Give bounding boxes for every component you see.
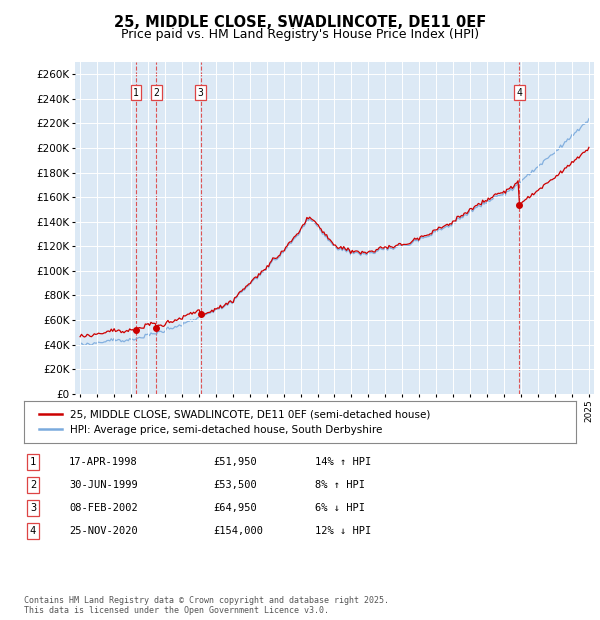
Text: £51,950: £51,950	[213, 457, 257, 467]
Text: Price paid vs. HM Land Registry's House Price Index (HPI): Price paid vs. HM Land Registry's House …	[121, 29, 479, 41]
Text: 2: 2	[30, 480, 36, 490]
Text: 2: 2	[154, 87, 160, 98]
Text: 25, MIDDLE CLOSE, SWADLINCOTE, DE11 0EF: 25, MIDDLE CLOSE, SWADLINCOTE, DE11 0EF	[114, 16, 486, 30]
Text: £154,000: £154,000	[213, 526, 263, 536]
Text: 1: 1	[133, 87, 139, 98]
Text: 1: 1	[30, 457, 36, 467]
Text: 08-FEB-2002: 08-FEB-2002	[69, 503, 138, 513]
Text: 30-JUN-1999: 30-JUN-1999	[69, 480, 138, 490]
Text: £53,500: £53,500	[213, 480, 257, 490]
Text: 3: 3	[197, 87, 203, 98]
Text: £64,950: £64,950	[213, 503, 257, 513]
Text: 14% ↑ HPI: 14% ↑ HPI	[315, 457, 371, 467]
Text: Contains HM Land Registry data © Crown copyright and database right 2025.
This d: Contains HM Land Registry data © Crown c…	[24, 596, 389, 615]
Text: 8% ↑ HPI: 8% ↑ HPI	[315, 480, 365, 490]
Text: 6% ↓ HPI: 6% ↓ HPI	[315, 503, 365, 513]
Text: 12% ↓ HPI: 12% ↓ HPI	[315, 526, 371, 536]
Text: 3: 3	[30, 503, 36, 513]
Text: 4: 4	[517, 87, 523, 98]
Legend: 25, MIDDLE CLOSE, SWADLINCOTE, DE11 0EF (semi-detached house), HPI: Average pric: 25, MIDDLE CLOSE, SWADLINCOTE, DE11 0EF …	[35, 405, 434, 439]
Text: 4: 4	[30, 526, 36, 536]
Text: 25-NOV-2020: 25-NOV-2020	[69, 526, 138, 536]
Text: 17-APR-1998: 17-APR-1998	[69, 457, 138, 467]
